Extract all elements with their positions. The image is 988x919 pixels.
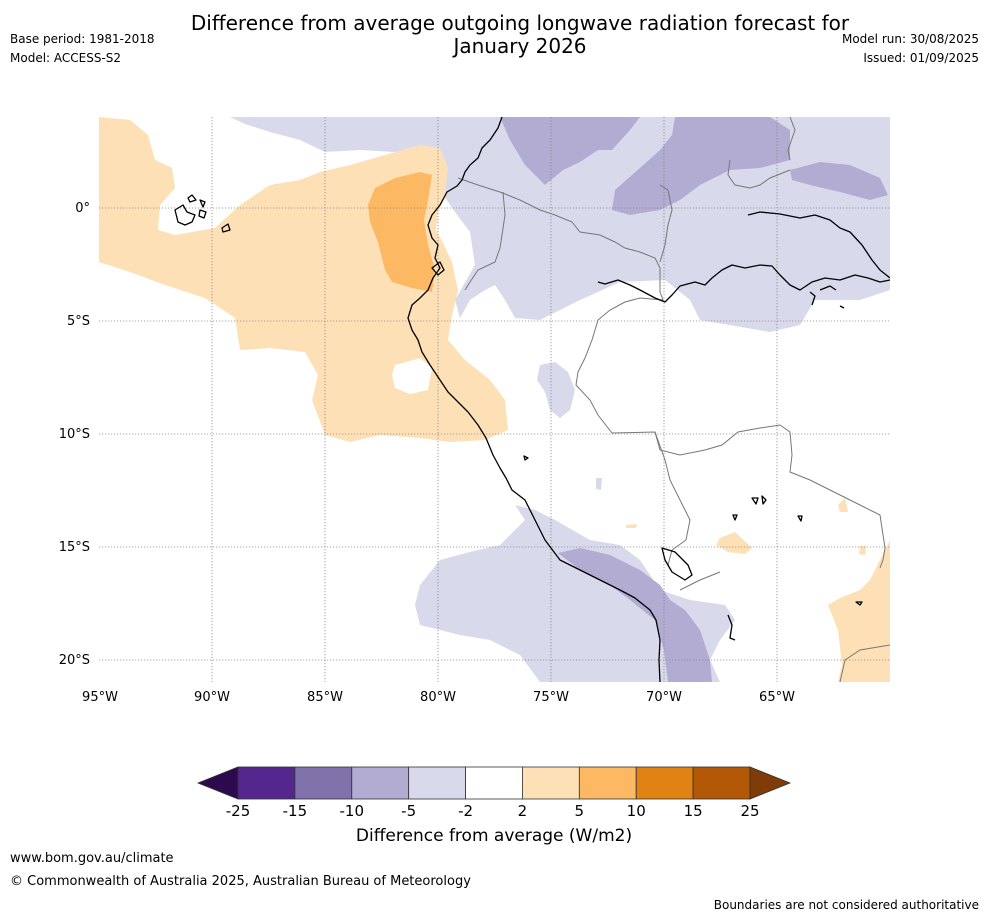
model-name: Model: ACCESS-S2 <box>10 51 122 65</box>
anomaly-region-medium-negative-east <box>790 162 888 200</box>
anomaly-region-light-positive-small-3 <box>859 546 866 555</box>
anomaly-region-medium-positive <box>368 172 435 292</box>
title-line-2: January 2026 <box>453 34 587 58</box>
colorbar-tick-label: -2 <box>458 802 473 820</box>
colorbar-segment <box>294 766 353 800</box>
lat-label: 15°S <box>59 540 90 555</box>
colorbar-segment <box>522 766 580 800</box>
meta-right: Model run: 30/08/2025 Issued: 01/09/2025 <box>842 30 979 68</box>
footer-disclaimer: Boundaries are not considered authoritat… <box>713 898 979 912</box>
colorbar-tick-label: -10 <box>340 802 365 820</box>
meta-left: Base period: 1981-2018 Model: ACCESS-S2 <box>10 30 155 68</box>
coastlines <box>174 117 890 682</box>
neutral-hole <box>392 358 432 394</box>
lon-label: 65°W <box>759 690 795 705</box>
anomaly-region-medium-negative-northeast <box>612 117 790 215</box>
model-run-date: Model run: 30/08/2025 <box>841 32 979 46</box>
colorbar-segment <box>351 766 410 800</box>
colorbar: -25 -15 -10 -5 -2 2 5 10 15 25 <box>196 766 792 820</box>
lat-label: 5°S <box>67 314 90 329</box>
colorbar-segment <box>692 766 751 800</box>
anomaly-region-medium-negative-north <box>500 117 640 185</box>
anomaly-region-light-positive-small-4 <box>626 524 637 528</box>
colorbar-tick-label: 2 <box>518 802 528 820</box>
anomaly-region-light-positive-small-1 <box>716 532 752 554</box>
colorbar-label: Difference from average (W/m2) <box>355 826 633 846</box>
longitude-axis: 95°W 90°W 85°W 80°W 75°W 70°W 65°W <box>82 690 795 705</box>
lat-label: 0° <box>75 201 90 216</box>
colorbar-tick-label: 25 <box>740 802 759 820</box>
anomaly-region-light-negative-small <box>537 362 575 418</box>
colorbar-extend-high <box>749 766 792 800</box>
anomaly-region-light-negative-south <box>415 505 735 682</box>
base-period: Base period: 1981-2018 <box>10 32 155 46</box>
colorbar-tick-label: -15 <box>283 802 308 820</box>
colorbar-segment <box>465 766 523 800</box>
lon-label: 80°W <box>420 690 456 705</box>
colorbar-tick-label: -5 <box>401 802 416 820</box>
colorbar-segment <box>578 766 637 800</box>
lon-label: 95°W <box>82 690 118 705</box>
colorbar-tick-label: 5 <box>575 802 585 820</box>
chart-title: Difference from average outgoing longwav… <box>150 12 890 58</box>
colorbar-segment <box>408 766 466 800</box>
gridlines <box>99 117 890 682</box>
latitude-axis: 0° 5°S 10°S 15°S 20°S <box>59 201 90 668</box>
country-boundaries <box>457 117 890 682</box>
colorbar-tick-label: 10 <box>627 802 646 820</box>
title-line-1: Difference from average outgoing longwav… <box>190 11 850 35</box>
footer-copyright: © Commonwealth of Australia 2025, Austra… <box>10 874 471 889</box>
colorbar-tick-label: -25 <box>226 802 251 820</box>
lat-label: 10°S <box>59 427 90 442</box>
anomaly-region-medium-negative-south <box>558 548 712 682</box>
issued-date: Issued: 01/09/2025 <box>863 51 979 65</box>
anomaly-region-light-positive-southeast <box>828 540 890 682</box>
colorbar-segment <box>237 766 296 800</box>
colorbar-segment <box>635 766 694 800</box>
anomaly-region-light-negative-dot <box>596 478 602 490</box>
lat-label: 20°S <box>59 653 90 668</box>
lon-label: 85°W <box>307 690 343 705</box>
map-area <box>99 117 890 682</box>
lon-label: 70°W <box>646 690 682 705</box>
colorbar-tick-label: 15 <box>684 802 703 820</box>
colorbar-extend-low <box>196 766 239 800</box>
anomaly-region-light-positive-small-2 <box>838 498 848 512</box>
footer-url[interactable]: www.bom.gov.au/climate <box>10 851 174 866</box>
lon-label: 75°W <box>533 690 569 705</box>
lon-label: 90°W <box>194 690 230 705</box>
